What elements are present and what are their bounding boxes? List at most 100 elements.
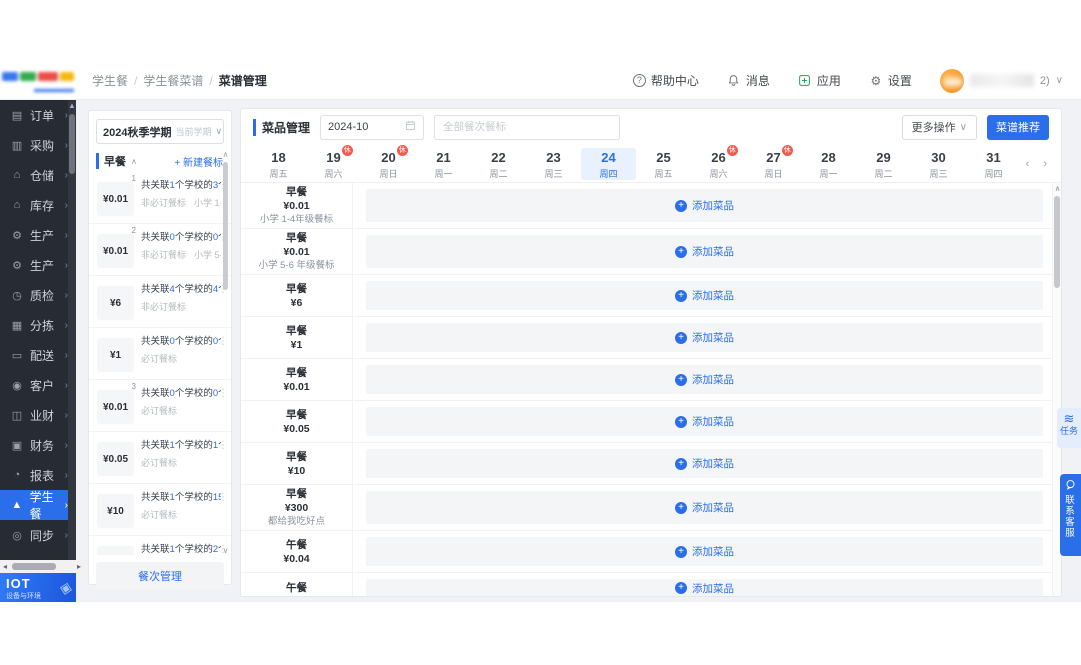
- menu-row: 早餐 ¥1 + 添加菜品: [241, 317, 1061, 359]
- meal-list-scrollbar[interactable]: ∧ ∨: [221, 150, 230, 555]
- breadcrumb-item[interactable]: 学生餐: [92, 74, 129, 88]
- sidebar-item-production-2[interactable]: ⚙ 生产 ›: [0, 250, 76, 280]
- add-dish-button[interactable]: + 添加菜品: [675, 330, 734, 345]
- association-desc: 共关联1个学校的3个班级: [141, 180, 221, 191]
- sidebar-item-purchasing[interactable]: ▥ 采购 ›: [11, 138, 68, 153]
- day-cell[interactable]: 19 休 周六: [324, 144, 353, 179]
- sidebar-item-delivery[interactable]: ▭ 配送 ›: [11, 348, 68, 363]
- add-dish-button[interactable]: + 添加菜品: [675, 544, 734, 559]
- day-cell[interactable]: 30休 周三: [929, 149, 948, 179]
- day-cell[interactable]: 25休 周五: [654, 149, 673, 179]
- sidebar-item-sorting[interactable]: ▦ 分拣 ›: [11, 318, 68, 333]
- sidebar-scrollbar[interactable]: ▲: [68, 100, 76, 560]
- sidebar-item-production-1[interactable]: ⚙ 生产 ›: [0, 220, 76, 250]
- meal-standard-item[interactable]: ¥10 共关联1个学校的15个班级 必订餐标 ⋮: [89, 484, 231, 536]
- price-badge: ¥1: [97, 338, 134, 372]
- scroll-up-icon[interactable]: ∧: [222, 150, 229, 159]
- sidebar-item-business-finance[interactable]: ◫ 业财 ›: [11, 408, 68, 423]
- price-badge: ¥0.05: [97, 442, 134, 476]
- collapse-icon[interactable]: ∧: [131, 156, 137, 166]
- day-cell[interactable]: 27 休 周日: [764, 144, 793, 179]
- day-slot: + 添加菜品: [366, 407, 1043, 436]
- more-menu-icon[interactable]: ⋮: [218, 388, 228, 399]
- scroll-left-icon[interactable]: ◂: [2, 562, 7, 571]
- day-slot: + 添加菜品: [366, 537, 1043, 566]
- row-label: 早餐 ¥0.01 小学 1-4年级餐标: [241, 183, 353, 228]
- add-dish-button[interactable]: + 添加菜品: [675, 581, 734, 596]
- next-page-icon[interactable]: ›: [1043, 157, 1047, 170]
- add-dish-button[interactable]: + 添加菜品: [675, 244, 734, 259]
- meal-times-manage-button[interactable]: 餐次管理: [96, 562, 224, 590]
- sidebar-item-sync[interactable]: ◎ 同步 ›: [0, 520, 76, 550]
- more-menu-icon[interactable]: ⋮: [218, 336, 228, 347]
- plus-icon: +: [675, 199, 687, 212]
- sidebar-item-quality-check[interactable]: ◷ 质检 ›: [0, 280, 76, 310]
- add-dish-button[interactable]: + 添加菜品: [675, 500, 734, 515]
- day-cell[interactable]: 20 休 周日: [379, 144, 408, 179]
- messages-button[interactable]: 消息: [727, 72, 770, 89]
- more-menu-icon[interactable]: ⋮: [218, 440, 228, 451]
- breadcrumb-item[interactable]: 学生餐菜谱: [143, 74, 204, 88]
- breadcrumb-separator: /: [209, 73, 213, 88]
- recipe-recommend-button[interactable]: 菜谱推荐: [987, 114, 1049, 140]
- day-cell[interactable]: 28休 周一: [819, 149, 838, 179]
- settings-button[interactable]: ⚙ 设置: [870, 73, 912, 89]
- iot-widget[interactable]: IOT 设备与环境 ◈: [0, 573, 76, 602]
- standard-filter-input[interactable]: [435, 115, 620, 139]
- day-cell[interactable]: 21休 周一: [434, 149, 453, 179]
- more-menu-icon[interactable]: ⋮: [218, 544, 228, 555]
- add-dish-button[interactable]: + 添加菜品: [675, 414, 734, 429]
- scroll-down-icon[interactable]: ∨: [222, 546, 229, 555]
- sidebar-item-finance[interactable]: ▣ 财务 ›: [11, 438, 68, 453]
- scroll-up-icon[interactable]: ▲: [68, 101, 76, 110]
- apps-button[interactable]: 应用: [798, 72, 841, 89]
- user-menu[interactable]: 2) ∨: [939, 68, 1063, 93]
- day-cell[interactable]: 29休 周二: [874, 149, 893, 179]
- semester-select[interactable]: 2024秋季学期 当前学期 ∨: [96, 119, 224, 144]
- tasks-tab[interactable]: ≋ 任务: [1057, 408, 1081, 448]
- sidebar-item-reports[interactable]: ◔ 报表 ›: [0, 460, 76, 490]
- scroll-up-icon[interactable]: ∧: [1054, 184, 1061, 193]
- sidebar-item-orders[interactable]: ▤ 订单 ›: [11, 108, 68, 123]
- day-cell[interactable]: 22休 周二: [489, 149, 508, 179]
- month-picker[interactable]: 2024-10: [320, 114, 425, 140]
- scroll-right-icon[interactable]: ▸: [76, 562, 81, 571]
- day-cell[interactable]: 18休 周五: [269, 149, 288, 179]
- plus-icon: +: [675, 582, 687, 594]
- meal-standard-item[interactable]: ¥300 共关联1个学校的2个班级 必订餐标都给我吃好点 ⋮: [89, 536, 231, 555]
- more-menu-icon[interactable]: ⋮: [218, 492, 228, 503]
- layers-icon: ≋: [1063, 411, 1075, 426]
- breadcrumb-separator: /: [134, 73, 138, 88]
- order-icon: ▤: [11, 109, 23, 122]
- add-dish-button[interactable]: + 添加菜品: [675, 288, 734, 303]
- add-dish-button[interactable]: + 添加菜品: [675, 456, 734, 471]
- rows-scrollbar[interactable]: ∧: [1052, 183, 1061, 596]
- sidebar-item-inventory[interactable]: ⌂ 库存 ›: [0, 190, 76, 220]
- meal-standard-item[interactable]: ¥1 共关联0个学校的0个班级 必订餐标 ⋮: [89, 328, 231, 380]
- page-title: 菜品管理: [253, 118, 310, 136]
- add-dish-button[interactable]: + 添加菜品: [675, 198, 734, 213]
- add-dish-button[interactable]: + 添加菜品: [675, 372, 734, 387]
- sidebar-item-customers[interactable]: ◉ 客户 ›: [0, 370, 76, 400]
- sidebar-item-warehouse[interactable]: ⌂ 仓储 ›: [0, 160, 76, 190]
- day-cell-selected[interactable]: 24休 周四: [581, 147, 636, 180]
- meal-standard-item[interactable]: 3 ¥0.01 共关联0个学校的0个班级 必订餐标 ⋮: [89, 380, 231, 432]
- truck-icon: ▭: [11, 349, 23, 362]
- gear-icon: ⚙: [870, 73, 882, 88]
- new-standard-button[interactable]: + 新建餐标: [174, 157, 223, 169]
- day-cell[interactable]: 26 休 周六: [709, 144, 738, 179]
- contact-support-tab[interactable]: 联系客服: [1060, 474, 1081, 556]
- day-slot: + 添加菜品: [366, 235, 1043, 268]
- horizontal-scrollbar[interactable]: ◂ ▸: [0, 560, 84, 573]
- meal-standard-item[interactable]: ¥0.05 共关联1个学校的1个班级 必订餐标 ⋮: [89, 432, 231, 484]
- more-actions-button[interactable]: 更多操作 ∨: [901, 114, 977, 140]
- day-cell[interactable]: 31休 周四: [984, 149, 1003, 179]
- prev-page-icon[interactable]: ‹: [1025, 157, 1030, 170]
- day-cell[interactable]: 23休 周三: [544, 149, 563, 179]
- sidebar-item-student-meals[interactable]: ▲ 学生餐 ›: [0, 490, 76, 521]
- search-box: [434, 114, 621, 140]
- help-center-button[interactable]: ? 帮助中心: [632, 72, 699, 89]
- meal-standard-item[interactable]: ¥6 共关联4个学校的4个班级 非必订餐标 ⋮: [89, 276, 231, 328]
